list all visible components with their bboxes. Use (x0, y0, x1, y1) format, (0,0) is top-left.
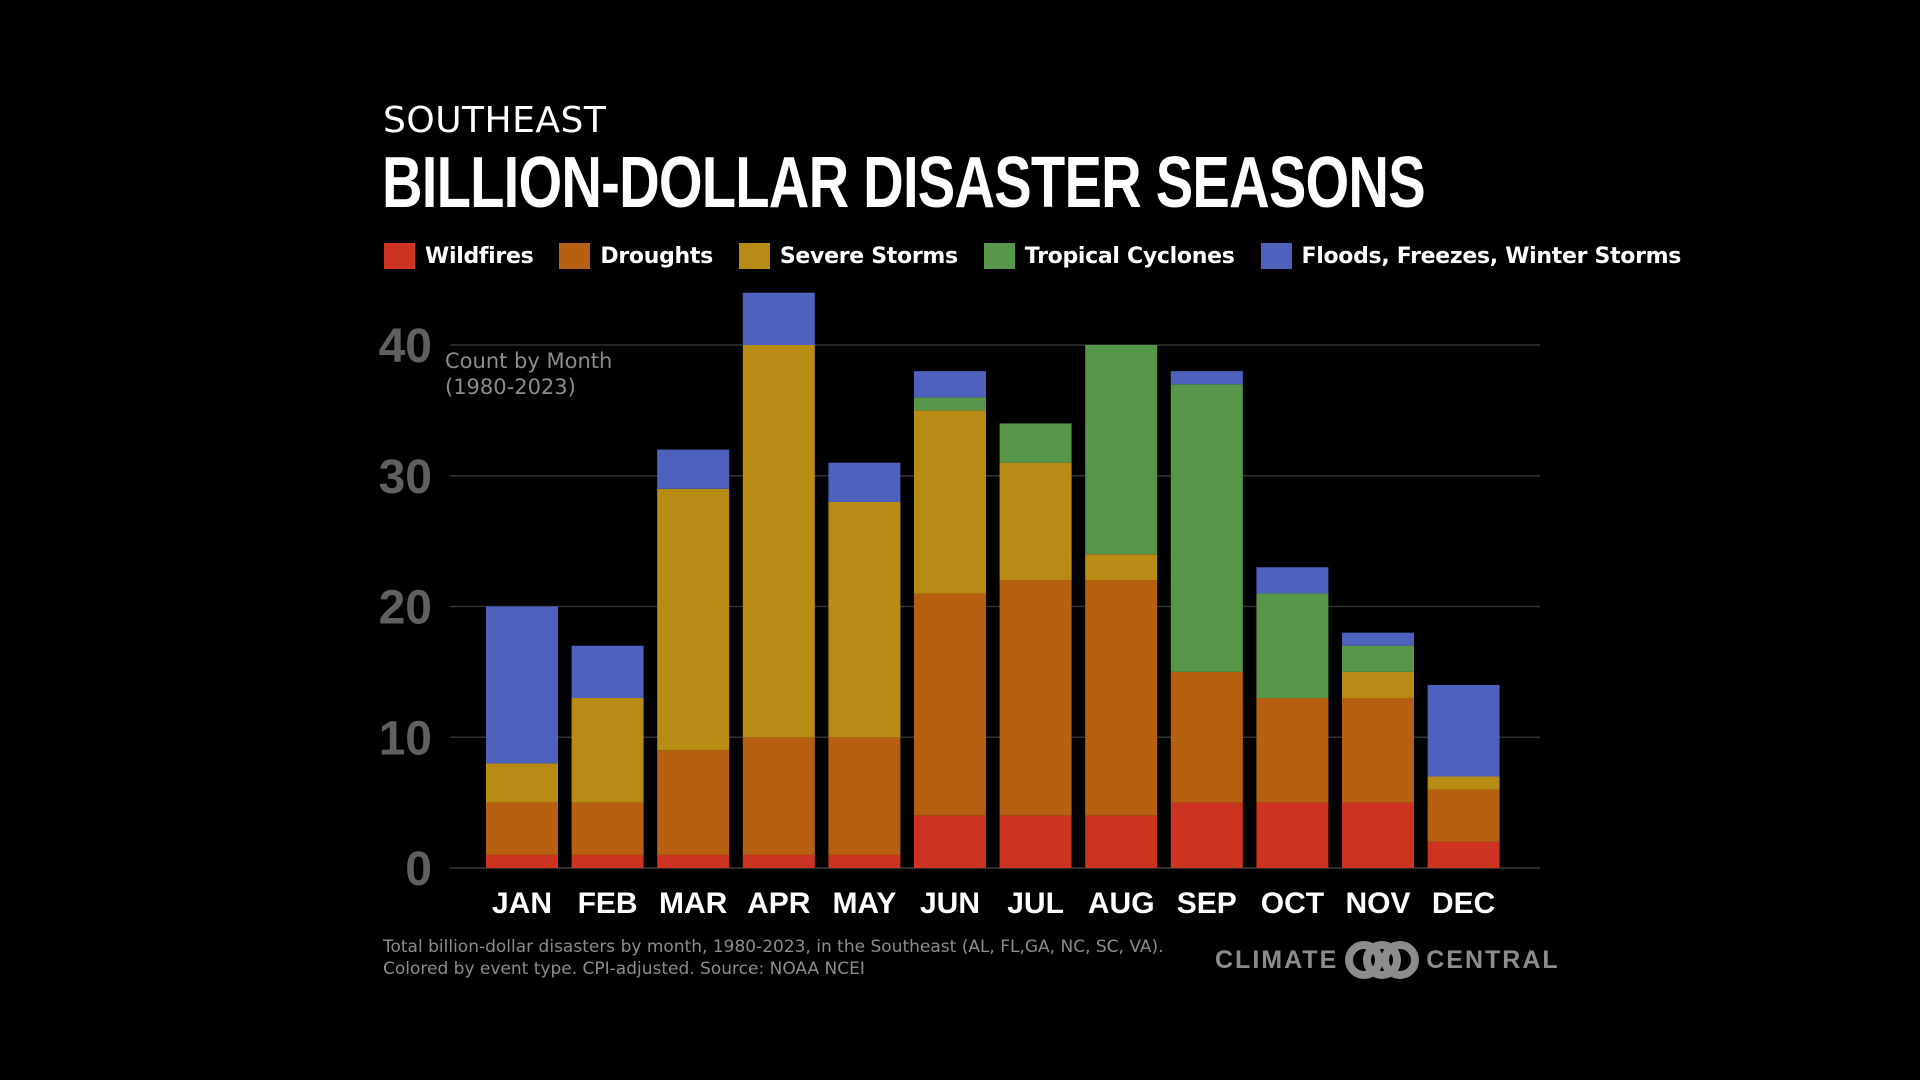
x-tick-label-may: MAY (832, 887, 896, 920)
bar-mar-droughts (657, 750, 730, 855)
bar-sep-wildfires (1170, 802, 1243, 868)
bar-may-wildfires (828, 854, 901, 868)
bar-nov-severe-storms (1342, 671, 1414, 699)
legend-label-wildfires: Wildfires (425, 243, 534, 269)
bar-jun-wildfires (914, 815, 986, 868)
x-tick-label-sep: SEP (1177, 887, 1237, 920)
bar-feb-floods-freezes-winter-storms (571, 645, 644, 699)
y-tick-label-30: 30 (379, 451, 432, 504)
bar-nov-droughts (1342, 698, 1414, 803)
bar-nov-wildfires (1342, 802, 1414, 868)
legend-label-severe-storms: Severe Storms (779, 243, 958, 269)
legend-label-droughts: Droughts (600, 243, 713, 269)
x-tick-label-jun: JUN (920, 887, 980, 920)
bar-mar-floods-freezes-winter-storms (657, 449, 730, 489)
bar-dec-severe-storms (1427, 776, 1500, 790)
bar-apr-severe-storms (742, 345, 815, 738)
x-tick-label-apr: APR (747, 887, 811, 920)
bar-sep-tropical-cyclones (1170, 384, 1243, 672)
bar-may-floods-freezes-winter-storms (828, 462, 901, 502)
y-tick-label-40: 40 (379, 320, 432, 373)
bar-dec-wildfires (1427, 841, 1500, 868)
bar-mar-severe-storms (657, 488, 730, 751)
legend-swatch-wildfires (384, 243, 415, 269)
bar-jan-floods-freezes-winter-storms (486, 606, 558, 764)
x-tick-label-feb: FEB (578, 887, 638, 920)
bar-oct-floods-freezes-winter-storms (1256, 567, 1329, 594)
bar-jul-wildfires (999, 815, 1072, 868)
annotation-line-2: (1980-2023) (445, 375, 576, 399)
legend-item-floods-freezes-winter-storms: Floods, Freezes, Winter Storms (1260, 243, 1682, 269)
x-tick-label-jul: JUL (1007, 887, 1064, 920)
bar-jun-tropical-cyclones (914, 397, 986, 411)
bar-jun-droughts (914, 593, 986, 816)
y-tick-label-0: 0 (405, 843, 432, 896)
bar-apr-droughts (742, 737, 815, 855)
bar-jul-droughts (999, 580, 1072, 816)
bar-mar-wildfires (657, 854, 730, 868)
chart-title: BILLION-DOLLAR DISASTER SEASONS (382, 143, 1426, 223)
chart-annotation: Count by Month (1980-2023) (445, 348, 612, 400)
bar-aug-tropical-cyclones (1085, 345, 1158, 555)
chart-subtitle: SOUTHEAST (383, 100, 607, 141)
climate-central-logo: CLIMATE CENTRAL (1215, 940, 1560, 980)
x-tick-label-oct: OCT (1261, 887, 1324, 920)
legend-swatch-floods-freezes-winter-storms (1260, 243, 1292, 269)
legend-swatch-droughts (559, 243, 591, 269)
legend-item-wildfires: Wildfires (384, 243, 534, 269)
footnote-line-1: Total billion-dollar disasters by month,… (383, 937, 1164, 957)
y-tick-label-20: 20 (379, 582, 432, 635)
bar-aug-severe-storms (1085, 554, 1158, 581)
bar-feb-severe-storms (571, 698, 644, 803)
bar-dec-droughts (1427, 789, 1500, 842)
legend-item-tropical-cyclones: Tropical Cyclones (983, 243, 1235, 269)
bar-jan-severe-storms (486, 763, 558, 803)
chart-footnote: Total billion-dollar disasters by month,… (383, 936, 1164, 980)
x-tick-label-nov: NOV (1345, 887, 1410, 920)
bar-jun-floods-freezes-winter-storms (914, 371, 986, 398)
bar-jan-droughts (486, 802, 558, 855)
bar-oct-droughts (1256, 698, 1329, 803)
x-tick-label-dec: DEC (1432, 887, 1495, 920)
bar-sep-droughts (1170, 671, 1243, 803)
legend-swatch-severe-storms (738, 243, 770, 269)
bar-jan-wildfires (486, 854, 558, 868)
y-tick-label-10: 10 (379, 712, 432, 765)
chart-legend: Wildfires Droughts Severe Storms Tropica… (384, 241, 1681, 271)
bar-jun-severe-storms (914, 410, 986, 594)
bar-apr-floods-freezes-winter-storms (742, 292, 815, 345)
legend-item-droughts: Droughts (559, 243, 713, 269)
bar-jul-severe-storms (999, 462, 1072, 581)
footnote-line-2: Colored by event type. CPI-adjusted. Sou… (383, 959, 865, 979)
annotation-line-1: Count by Month (445, 349, 613, 373)
bar-may-severe-storms (828, 501, 901, 738)
bar-apr-wildfires (742, 854, 815, 868)
legend-item-severe-storms: Severe Storms (738, 243, 958, 269)
x-tick-label-jan: JAN (492, 887, 552, 920)
x-tick-label-mar: MAR (659, 887, 728, 920)
bar-may-droughts (828, 737, 901, 855)
bar-aug-wildfires (1085, 815, 1158, 868)
logo-text-left: CLIMATE (1215, 945, 1339, 974)
logo-text-right: CENTRAL (1426, 945, 1560, 974)
bar-oct-tropical-cyclones (1256, 593, 1329, 699)
bar-nov-floods-freezes-winter-storms (1342, 632, 1414, 646)
x-tick-label-aug: AUG (1088, 887, 1155, 920)
bar-aug-droughts (1085, 580, 1158, 816)
bar-dec-floods-freezes-winter-storms (1427, 684, 1500, 777)
climate-central-logo-icon (1345, 941, 1420, 979)
bar-feb-droughts (571, 802, 644, 855)
bar-nov-tropical-cyclones (1342, 645, 1414, 672)
bar-oct-wildfires (1256, 802, 1329, 868)
bar-feb-wildfires (571, 854, 644, 868)
legend-label-tropical-cyclones: Tropical Cyclones (1024, 243, 1235, 269)
legend-swatch-tropical-cyclones (983, 243, 1015, 269)
bar-sep-floods-freezes-winter-storms (1170, 371, 1243, 385)
bar-jul-tropical-cyclones (999, 423, 1072, 463)
legend-label-floods-freezes-winter-storms: Floods, Freezes, Winter Storms (1301, 243, 1682, 269)
